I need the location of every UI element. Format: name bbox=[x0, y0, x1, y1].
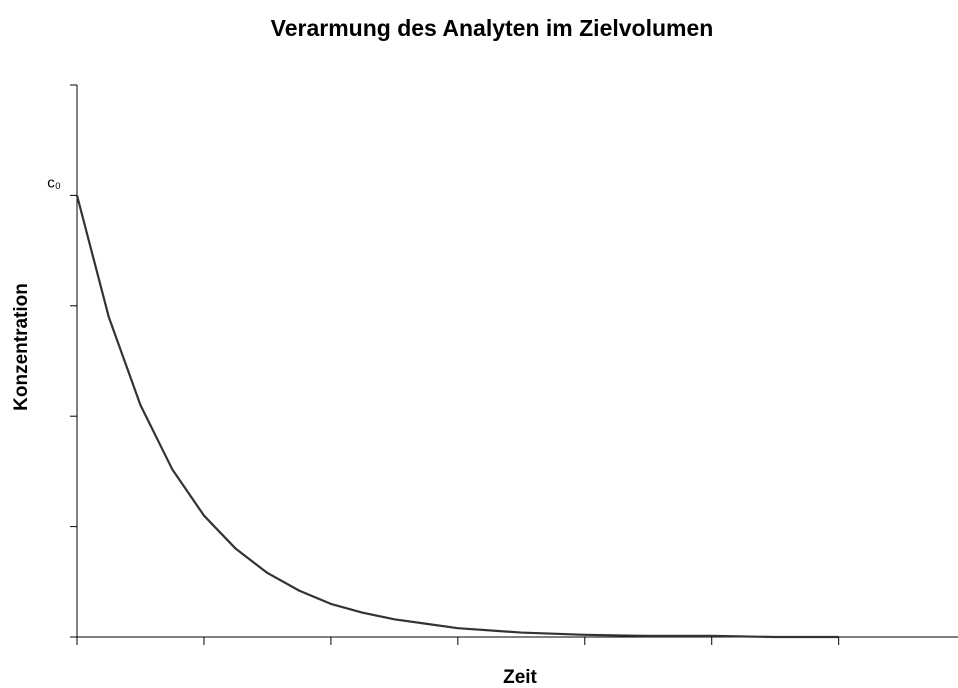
line-series bbox=[75, 195, 839, 639]
y-tick-label: c₀ bbox=[47, 174, 61, 191]
chart-title: Verarmung des Analyten im Zielvolumen bbox=[271, 15, 714, 41]
y-axis-label: Konzentration bbox=[11, 283, 32, 411]
x-axis-label: Zeit bbox=[503, 667, 537, 688]
